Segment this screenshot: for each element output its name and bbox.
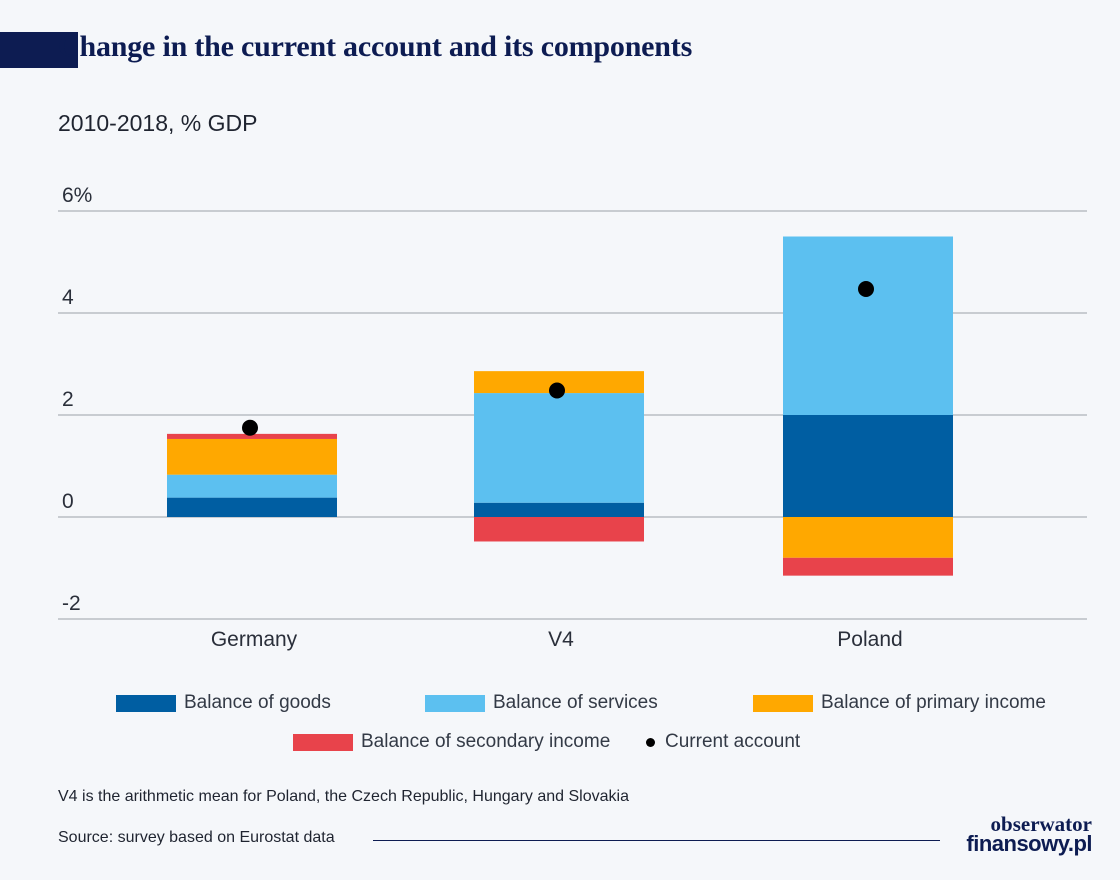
- source-divider: [373, 840, 940, 841]
- legend-services: Balance of services: [425, 692, 658, 714]
- bar-services-v4: [474, 393, 644, 503]
- source-note: Source: survey based on Eurostat data: [58, 829, 335, 846]
- legend-secondary: Balance of secondary income: [293, 731, 610, 753]
- legend-secondary-label: Balance of secondary income: [361, 731, 611, 752]
- x-category-label-2: Poland: [837, 628, 902, 651]
- current-account-dot-v4: [549, 382, 565, 399]
- legend-services-swatch: [425, 694, 485, 712]
- y-tick-label-2: 2: [62, 388, 74, 411]
- title-accent-bar: [0, 32, 78, 68]
- legend-primary-label: Balance of primary income: [821, 692, 1046, 713]
- bar-secondary-v4: [474, 517, 644, 542]
- legend-primary: Balance of primary income: [753, 692, 1046, 714]
- legend-goods-label: Balance of goods: [184, 692, 331, 713]
- bar-secondary-germany: [167, 433, 337, 439]
- bar-secondary-poland: [783, 557, 953, 576]
- bar-services-poland: [783, 236, 953, 415]
- logo-line-1: obserwator: [990, 812, 1092, 836]
- footnote: V4 is the arithmetic mean for Poland, th…: [58, 788, 629, 805]
- legend-secondary-swatch: [293, 733, 353, 751]
- y-tick-label-1: 4: [62, 286, 74, 309]
- logo-line-2: finansowy.pl: [966, 831, 1092, 856]
- legend-goods: Balance of goods: [116, 692, 331, 714]
- legend-current-dot: [646, 737, 655, 747]
- bar-primary-v4: [474, 371, 644, 394]
- y-tick-label-3: 0: [62, 490, 74, 513]
- bar-primary-poland: [783, 517, 953, 558]
- x-category-label-1: V4: [548, 628, 574, 651]
- legend-primary-swatch: [753, 694, 813, 712]
- chart-subtitle: 2010-2018, % GDP: [58, 110, 258, 136]
- current-account-markers: [242, 281, 874, 436]
- publisher-logo: obserwator finansowy.pl: [952, 812, 1092, 856]
- stacked-bar-chart: 6% 4 2 0 -2 Germany V4 Poland: [58, 184, 1087, 651]
- y-tick-label-4: -2: [62, 592, 81, 615]
- axis-labels: 6% 4 2 0 -2 Germany V4 Poland: [62, 184, 903, 651]
- bar-goods-poland: [783, 415, 953, 517]
- legend-current: Current account: [640, 731, 800, 753]
- x-category-label-0: Germany: [211, 628, 298, 651]
- bar-services-germany: [167, 474, 337, 498]
- legend-services-label: Balance of services: [493, 692, 658, 713]
- current-account-dot-poland: [858, 281, 874, 298]
- y-tick-label-0: 6%: [62, 184, 92, 207]
- bar-goods-germany: [167, 497, 337, 517]
- current-account-dot-germany: [242, 419, 258, 436]
- bar-primary-germany: [167, 438, 337, 475]
- legend-current-label: Current account: [665, 731, 801, 752]
- bar-goods-v4: [474, 502, 644, 517]
- legend-goods-swatch: [116, 694, 176, 712]
- chart-title: Change in the current account and its co…: [58, 30, 693, 63]
- bars: [167, 236, 953, 576]
